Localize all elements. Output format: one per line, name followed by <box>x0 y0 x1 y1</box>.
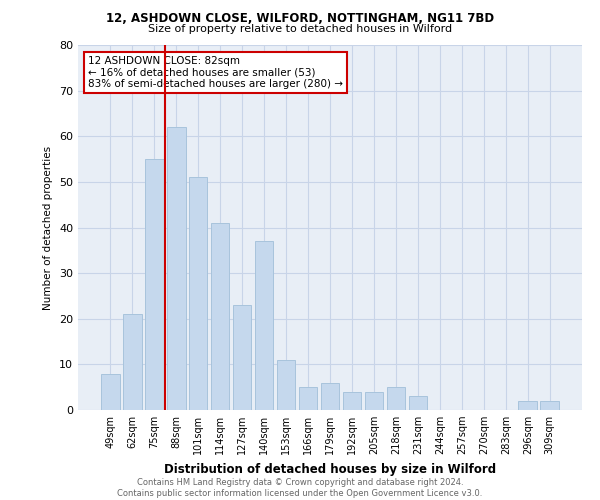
Bar <box>167 127 185 410</box>
Text: 12 ASHDOWN CLOSE: 82sqm
← 16% of detached houses are smaller (53)
83% of semi-de: 12 ASHDOWN CLOSE: 82sqm ← 16% of detache… <box>88 56 343 89</box>
Bar <box>343 392 361 410</box>
Text: 12, ASHDOWN CLOSE, WILFORD, NOTTINGHAM, NG11 7BD: 12, ASHDOWN CLOSE, WILFORD, NOTTINGHAM, … <box>106 12 494 26</box>
Bar <box>299 387 317 410</box>
Bar <box>277 360 295 410</box>
Bar <box>386 387 405 410</box>
Bar <box>255 241 274 410</box>
Bar <box>365 392 383 410</box>
Bar <box>518 401 537 410</box>
Bar <box>233 305 251 410</box>
Bar <box>189 178 208 410</box>
Bar <box>320 382 340 410</box>
Bar <box>541 401 559 410</box>
X-axis label: Distribution of detached houses by size in Wilford: Distribution of detached houses by size … <box>164 462 496 475</box>
Bar <box>211 223 229 410</box>
Bar <box>145 159 164 410</box>
Bar <box>123 314 142 410</box>
Text: Size of property relative to detached houses in Wilford: Size of property relative to detached ho… <box>148 24 452 34</box>
Bar <box>409 396 427 410</box>
Bar <box>101 374 119 410</box>
Y-axis label: Number of detached properties: Number of detached properties <box>43 146 53 310</box>
Text: Contains HM Land Registry data © Crown copyright and database right 2024.
Contai: Contains HM Land Registry data © Crown c… <box>118 478 482 498</box>
